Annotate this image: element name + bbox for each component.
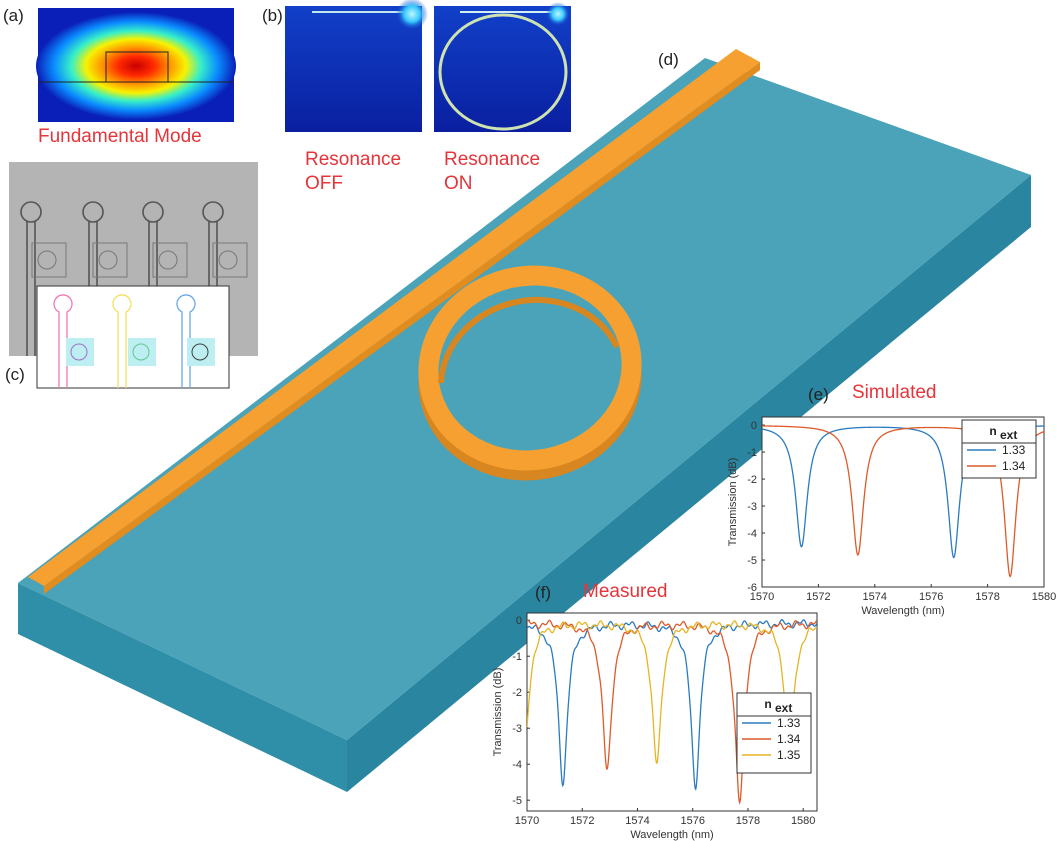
resonance-on-caption: Resonance ON: [444, 149, 541, 194]
y-axis-label: Transmission (dB): [492, 668, 504, 757]
y-tick-label: -4: [512, 759, 522, 771]
schematic-inset: [36, 285, 230, 389]
legend-entry: 1.33: [1002, 443, 1026, 457]
x-tick-label: 1578: [975, 591, 999, 603]
y-tick-label: -5: [747, 555, 757, 567]
x-tick-label: 1578: [736, 815, 760, 827]
x-tick-label: 1572: [570, 815, 594, 827]
fundamental-mode-caption: Fundamental Mode: [38, 126, 202, 147]
y-tick-label: -1: [512, 651, 522, 663]
simulated-title: Simulated: [852, 382, 937, 403]
simulated-chart: 1570 1572 1574 1576 1578 1580 0 -1 -2 -3 -4 -5 -6 Wav…: [727, 416, 1056, 617]
y-tick-label: -2: [747, 474, 757, 486]
x-axis-label: Wavelength (nm): [861, 605, 944, 617]
y-axis-label: Transmission (dB): [727, 458, 739, 547]
legend-title-subscript: ext: [775, 701, 792, 715]
y-tick-label: -4: [747, 528, 757, 540]
ring-inner-wall: [438, 296, 620, 384]
measured-chart: 1570 1572 1574 1576 1578 1580 0 -1 -2 -3 -4 -5 Wavel…: [492, 612, 818, 841]
substrate-front-face: [18, 583, 347, 792]
x-tick-label: 1576: [680, 815, 704, 827]
resonance-off-image: [285, 0, 428, 132]
series-line-1-33: [527, 618, 817, 791]
panel-f-letter: (f): [535, 583, 552, 602]
measured-title: Measured: [583, 581, 668, 602]
x-tick-label: 1574: [863, 591, 887, 603]
panel-c-letter: (c): [5, 365, 25, 384]
panel-e-letter: (e): [808, 385, 829, 404]
legend-box: [736, 692, 812, 774]
x-tick-label: 1572: [806, 591, 830, 603]
y-tick-label: -2: [512, 687, 522, 699]
legend-title: n: [764, 697, 771, 711]
substrate-right-face: [347, 175, 1031, 792]
legend-title: n: [989, 424, 996, 438]
legend-title-subscript: ext: [1000, 428, 1017, 442]
y-tick-label: 0: [751, 420, 757, 432]
legend-entry: 1.33: [777, 716, 801, 730]
x-tick-label: 1580: [1032, 591, 1056, 603]
x-tick-label: 1580: [791, 815, 815, 827]
legend-entry: 1.35: [777, 748, 801, 762]
fundamental-mode-image: [36, 8, 236, 122]
y-tick-label: -3: [747, 501, 757, 513]
x-tick-label: 1576: [919, 591, 943, 603]
x-tick-label: 1570: [750, 591, 774, 603]
resonance-on-image: [434, 2, 571, 132]
legend-entry: 1.34: [777, 732, 801, 746]
straight-waveguide-side: [44, 62, 760, 594]
device-3d: [18, 49, 1031, 792]
y-tick-label: -5: [512, 795, 522, 807]
straight-waveguide: [28, 49, 760, 586]
legend-entry: 1.34: [1002, 459, 1026, 473]
y-tick-label: -3: [512, 723, 522, 735]
y-tick-label: -1: [747, 447, 757, 459]
panel-b-letter: (b): [262, 6, 283, 25]
x-tick-label: 1570: [515, 815, 539, 827]
y-tick-label: -6: [747, 582, 757, 594]
ring-inner-hole: [438, 285, 622, 451]
legend-box: [961, 419, 1037, 479]
resonance-off-caption: Resonance OFF: [305, 149, 402, 194]
series-line-1-35: [527, 620, 817, 764]
x-axis-label: Wavelength (nm): [630, 829, 713, 841]
x-tick-label: 1574: [625, 815, 649, 827]
panel-d-letter: (d): [658, 50, 679, 69]
panel-a-letter: (a): [3, 6, 24, 25]
y-tick-label: 0: [516, 615, 522, 627]
